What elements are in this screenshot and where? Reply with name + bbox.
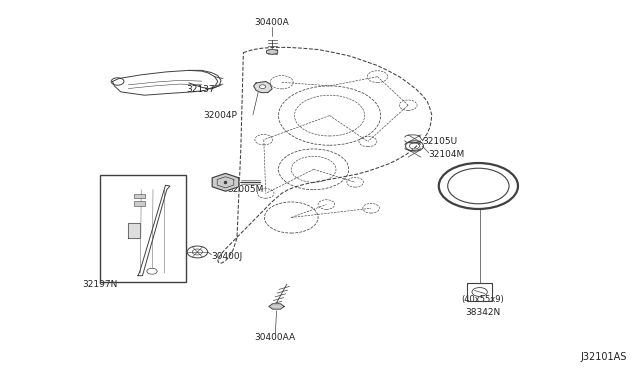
- Bar: [467, 283, 492, 301]
- Text: 32137: 32137: [186, 85, 214, 94]
- Circle shape: [187, 246, 207, 258]
- Circle shape: [259, 85, 266, 89]
- Polygon shape: [212, 173, 239, 191]
- Polygon shape: [129, 223, 140, 238]
- Bar: [134, 201, 145, 206]
- Text: 30400A: 30400A: [255, 19, 289, 28]
- Polygon shape: [189, 70, 221, 89]
- Text: (40x55x9): (40x55x9): [461, 295, 504, 304]
- Text: 32105U: 32105U: [422, 137, 458, 146]
- Bar: [100, 175, 186, 282]
- Polygon shape: [113, 70, 218, 95]
- Polygon shape: [269, 304, 284, 309]
- Text: 32004P: 32004P: [203, 111, 237, 120]
- Polygon shape: [253, 81, 272, 93]
- Bar: [134, 194, 145, 198]
- Text: 30400AA: 30400AA: [255, 333, 296, 343]
- Text: 32104M: 32104M: [429, 150, 465, 159]
- Text: 38342N: 38342N: [465, 308, 500, 317]
- Polygon shape: [267, 49, 278, 54]
- Text: 30400J: 30400J: [211, 252, 243, 261]
- Text: J32101AS: J32101AS: [580, 352, 627, 362]
- Text: 32005M: 32005M: [227, 185, 264, 194]
- Polygon shape: [138, 185, 170, 276]
- Text: 32197N: 32197N: [82, 280, 117, 289]
- Circle shape: [147, 268, 157, 274]
